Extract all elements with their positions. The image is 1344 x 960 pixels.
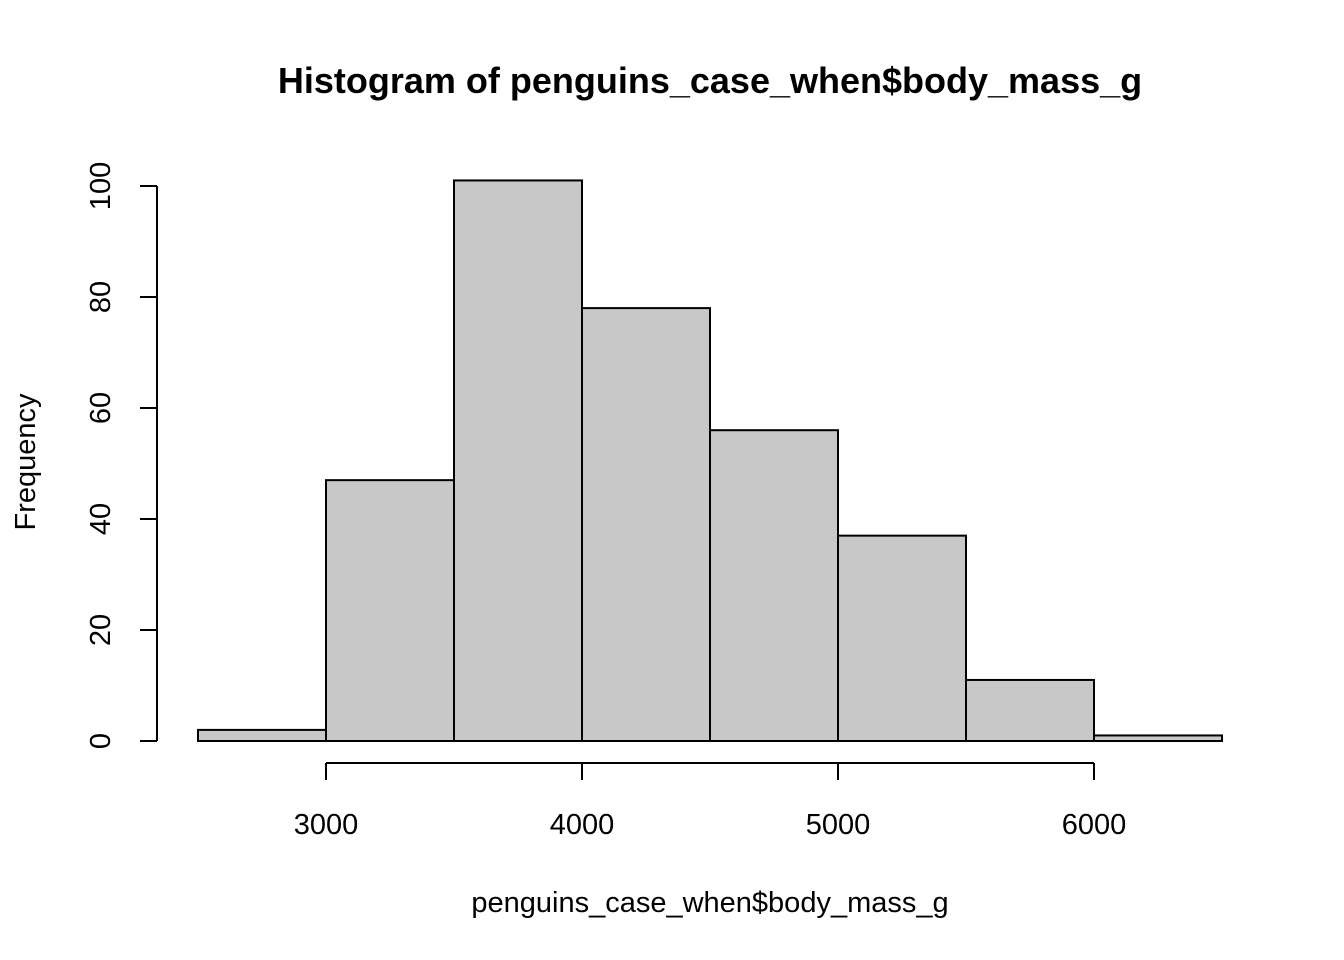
y-tick-label-4: 80 <box>85 281 117 313</box>
x-tick-label-1: 4000 <box>550 809 615 841</box>
y-tick-label-3: 60 <box>85 392 117 424</box>
histogram-bar-3 <box>581 307 711 742</box>
x-tick-label-0: 3000 <box>294 809 359 841</box>
y-tick-label-2: 40 <box>85 503 117 535</box>
y-tick-label-5: 100 <box>85 162 117 210</box>
x-tick-label-2: 5000 <box>806 809 871 841</box>
x-tick-label-3: 6000 <box>1062 809 1127 841</box>
chart-title: Histogram of penguins_case_when$body_mas… <box>278 60 1142 101</box>
y-axis-title: Frequency <box>10 393 42 531</box>
x-axis: 3000 4000 5000 6000 <box>294 762 1127 841</box>
x-axis-title: penguins_case_when$body_mass_g <box>471 887 948 919</box>
histogram-bar-7 <box>1093 734 1223 743</box>
histogram-bar-0 <box>197 728 327 743</box>
histogram-bar-2 <box>453 179 583 742</box>
y-tick-label-1: 20 <box>85 614 117 646</box>
histogram-bar-4 <box>709 429 839 742</box>
y-axis: 0 20 40 60 80 100 <box>85 162 158 749</box>
y-tick-label-0: 0 <box>85 733 117 749</box>
histogram-bar-1 <box>325 479 455 742</box>
histogram-bar-5 <box>837 534 967 743</box>
histogram-bar-6 <box>965 678 1095 743</box>
bars-group <box>197 179 1223 743</box>
